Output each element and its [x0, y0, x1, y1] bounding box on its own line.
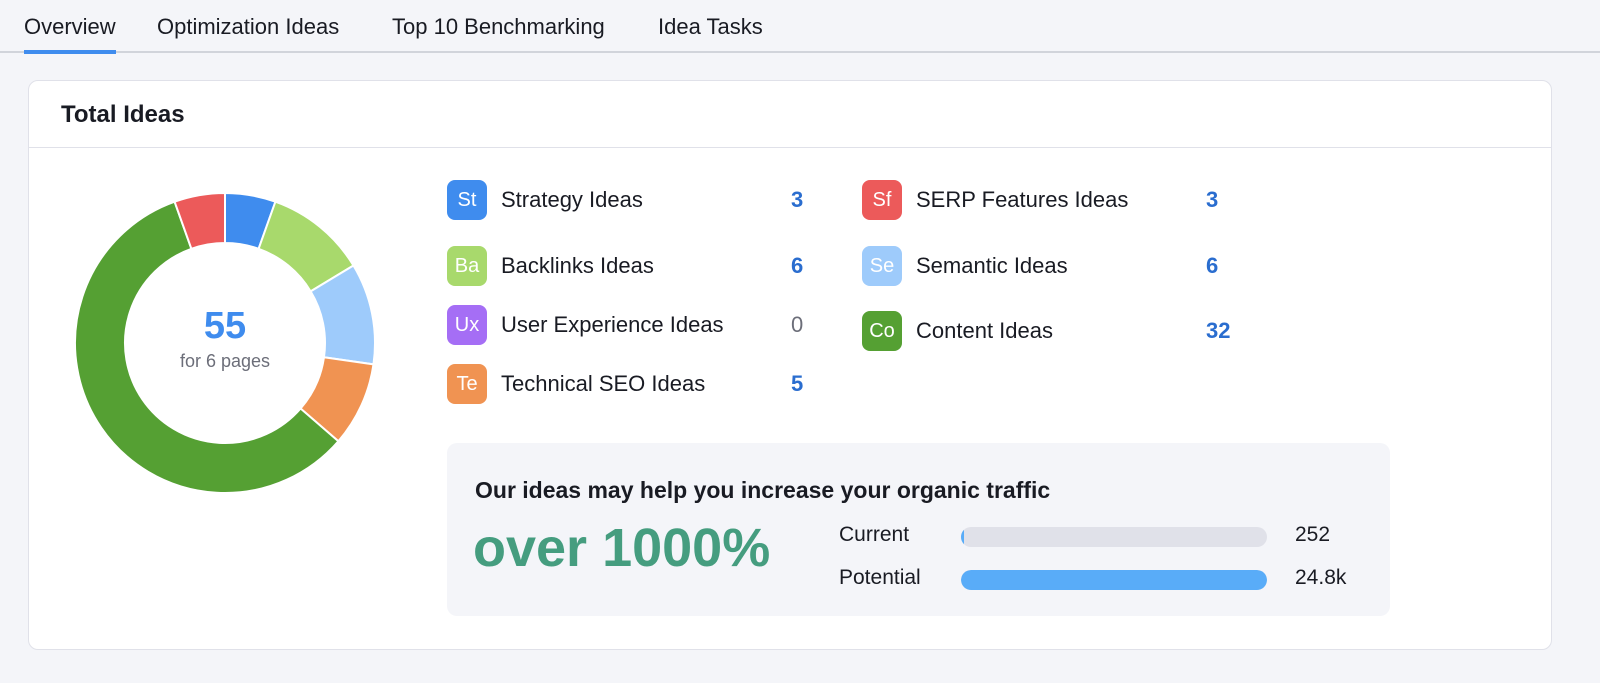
total-ideas-card: Total Ideas 55 for 6 pages St Strategy I… — [28, 80, 1552, 650]
category-badge-icon: Ux — [447, 305, 487, 345]
idea-category-technical-seo-ideas[interactable]: Te Technical SEO Ideas 5 — [447, 364, 821, 404]
traffic-promo: Our ideas may help you increase your org… — [447, 443, 1390, 616]
current-value: 252 — [1295, 523, 1331, 546]
idea-category-serp-features-ideas[interactable]: Sf SERP Features Ideas 3 — [862, 180, 1236, 220]
idea-category-strategy-ideas[interactable]: St Strategy Ideas 3 — [447, 180, 821, 220]
potential-bar-fill — [961, 570, 1267, 590]
idea-category-content-ideas[interactable]: Co Content Ideas 32 — [862, 311, 1236, 351]
promo-title: Our ideas may help you increase your org… — [475, 477, 1051, 503]
category-badge-icon: Se — [862, 246, 902, 286]
tab-optimization-ideas[interactable]: Optimization Ideas — [157, 14, 340, 39]
card-title: Total Ideas — [61, 101, 185, 128]
card-header — [29, 81, 1551, 148]
category-label: Content Ideas — [916, 318, 1053, 343]
category-count[interactable]: 32 — [1206, 318, 1231, 343]
category-count[interactable]: 6 — [791, 253, 804, 278]
category-label: Backlinks Ideas — [501, 253, 654, 278]
category-label: SERP Features Ideas — [916, 187, 1129, 212]
category-badge-icon: Sf — [862, 180, 902, 220]
potential-bar — [961, 570, 1267, 590]
category-label: Technical SEO Ideas — [501, 371, 706, 396]
idea-category-user-experience-ideas[interactable]: Ux User Experience Ideas 0 — [447, 305, 821, 345]
current-bar-fill — [961, 527, 965, 547]
potential-label: Potential — [839, 566, 921, 589]
tab-top-10-benchmarking[interactable]: Top 10 Benchmarking — [392, 14, 605, 39]
category-count[interactable]: 3 — [1206, 187, 1219, 212]
total-ideas-count: 55 — [203, 305, 247, 347]
idea-category-backlinks-ideas[interactable]: Ba Backlinks Ideas 6 — [447, 246, 821, 286]
category-label: User Experience Ideas — [501, 312, 724, 337]
tab-idea-tasks[interactable]: Idea Tasks — [658, 14, 763, 39]
ideas-donut-chart — [74, 191, 376, 494]
donut-slice-sf[interactable] — [173, 191, 226, 251]
category-label: Semantic Ideas — [916, 253, 1068, 278]
category-count[interactable]: 3 — [791, 187, 804, 212]
tab-bar: Overview Optimization Ideas Top 10 Bench… — [0, 0, 1600, 54]
tab-overview[interactable]: Overview — [24, 14, 116, 54]
category-count[interactable]: 6 — [1206, 253, 1219, 278]
category-count[interactable]: 0 — [791, 312, 804, 337]
current-bar — [961, 527, 1267, 547]
donut-slice-co[interactable] — [74, 200, 340, 494]
potential-value: 24.8k — [1295, 566, 1347, 589]
total-ideas-subtitle: for 6 pages — [179, 351, 271, 371]
category-badge-icon: St — [447, 180, 487, 220]
promo-headline: over 1000% — [473, 518, 771, 578]
category-badge-icon: Co — [862, 311, 902, 351]
category-count[interactable]: 5 — [791, 371, 804, 396]
category-badge-icon: Te — [447, 364, 487, 404]
idea-category-semantic-ideas[interactable]: Se Semantic Ideas 6 — [862, 246, 1236, 286]
current-label: Current — [839, 523, 910, 546]
category-label: Strategy Ideas — [501, 187, 643, 212]
category-badge-icon: Ba — [447, 246, 487, 286]
